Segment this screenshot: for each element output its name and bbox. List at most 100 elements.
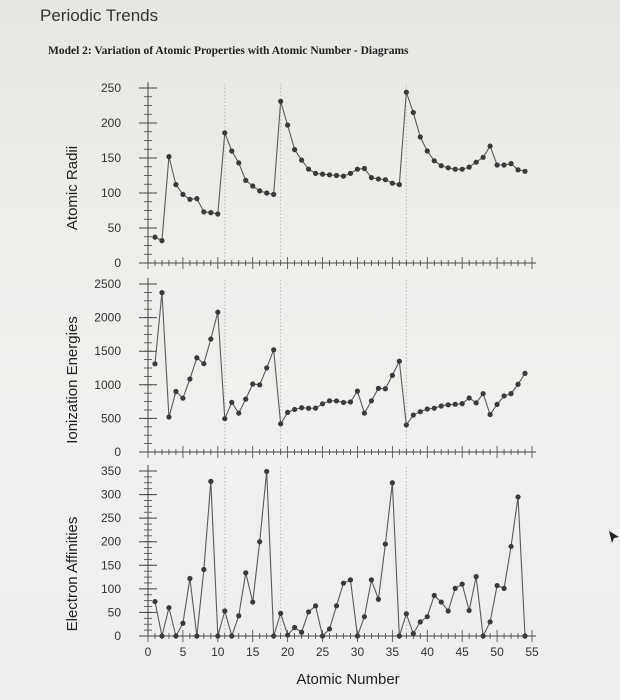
data-point xyxy=(354,388,361,394)
data-point xyxy=(305,166,312,172)
data-point xyxy=(403,611,409,617)
data-point xyxy=(501,162,507,168)
data-point xyxy=(264,365,270,371)
data-point xyxy=(229,148,235,154)
data-point xyxy=(438,403,444,409)
data-point xyxy=(522,168,528,174)
x-tick-label: 20 xyxy=(281,645,295,659)
data-point xyxy=(515,494,521,500)
data-point xyxy=(368,175,375,181)
data-point xyxy=(403,422,409,428)
data-point xyxy=(264,190,270,196)
data-point xyxy=(292,406,298,413)
x-tick-label: 10 xyxy=(211,645,225,659)
data-point xyxy=(424,406,430,412)
x-tick-label: 35 xyxy=(386,645,400,659)
data-point xyxy=(278,610,284,616)
data-point xyxy=(215,309,221,315)
data-point xyxy=(159,290,165,296)
data-point xyxy=(445,165,451,171)
data-point xyxy=(215,633,221,639)
data-point xyxy=(459,166,465,172)
y-tick-label: 2500 xyxy=(94,277,121,291)
data-point xyxy=(326,626,333,632)
data-point xyxy=(271,191,277,197)
data-point xyxy=(194,633,200,639)
data-point xyxy=(292,147,298,153)
data-point xyxy=(208,478,214,484)
y-tick-label: 350 xyxy=(101,464,121,478)
y-axis-label: Electron Affinities xyxy=(64,517,81,632)
x-tick-label: 50 xyxy=(490,645,504,659)
data-point xyxy=(236,410,242,416)
data-point xyxy=(312,170,319,176)
data-point xyxy=(201,361,207,367)
data-point xyxy=(438,599,444,605)
x-tick-label: 55 xyxy=(525,645,539,659)
y-tick-label: 100 xyxy=(101,582,121,596)
data-point xyxy=(375,176,381,182)
x-tick-label: 40 xyxy=(421,645,435,659)
data-point xyxy=(473,159,479,165)
data-point xyxy=(354,633,361,639)
data-point xyxy=(424,148,430,154)
data-point xyxy=(473,574,479,580)
data-point xyxy=(340,580,347,586)
data-point xyxy=(312,603,319,609)
data-point xyxy=(271,633,277,639)
data-point xyxy=(396,358,402,364)
data-point xyxy=(375,596,381,602)
data-point xyxy=(459,581,465,587)
data-point xyxy=(340,399,347,406)
data-point xyxy=(347,399,354,405)
data-point xyxy=(333,172,340,179)
y-tick-label: 1500 xyxy=(94,344,121,358)
data-point xyxy=(292,624,298,631)
data-point xyxy=(382,541,388,547)
y-tick-label: 200 xyxy=(101,535,121,549)
data-point xyxy=(229,399,235,406)
y-tick-label: 0 xyxy=(114,629,121,643)
x-tick-label: 0 xyxy=(145,645,152,659)
data-point xyxy=(522,370,528,376)
data-point xyxy=(250,183,256,189)
data-point xyxy=(285,409,291,415)
data-point xyxy=(459,401,465,407)
data-point xyxy=(187,376,193,382)
data-point xyxy=(487,143,493,149)
data-point xyxy=(473,400,479,406)
data-point xyxy=(501,393,507,399)
data-point xyxy=(208,336,214,342)
data-point xyxy=(347,170,354,176)
data-point xyxy=(396,633,402,639)
data-point xyxy=(180,191,186,197)
data-point xyxy=(396,182,402,188)
data-point xyxy=(480,154,486,160)
data-point xyxy=(305,405,312,411)
y-tick-label: 300 xyxy=(101,488,121,502)
data-point xyxy=(382,386,388,392)
data-point xyxy=(166,605,172,611)
data-point xyxy=(180,395,186,401)
y-tick-label: 50 xyxy=(108,605,122,619)
data-point xyxy=(487,619,493,625)
data-point xyxy=(431,405,437,411)
data-point xyxy=(431,592,437,599)
data-point xyxy=(403,89,409,95)
data-point xyxy=(236,613,242,619)
data-point xyxy=(166,154,172,160)
data-point xyxy=(452,401,458,407)
data-point xyxy=(515,381,521,387)
data-point xyxy=(299,157,305,163)
data-point xyxy=(508,391,514,397)
data-point xyxy=(466,395,472,401)
data-point xyxy=(389,372,395,378)
data-point xyxy=(417,619,423,625)
data-point xyxy=(494,582,500,589)
data-point xyxy=(243,177,249,183)
data-point xyxy=(201,566,207,573)
data-point xyxy=(347,577,354,583)
data-point xyxy=(299,629,305,635)
data-point xyxy=(452,585,458,591)
